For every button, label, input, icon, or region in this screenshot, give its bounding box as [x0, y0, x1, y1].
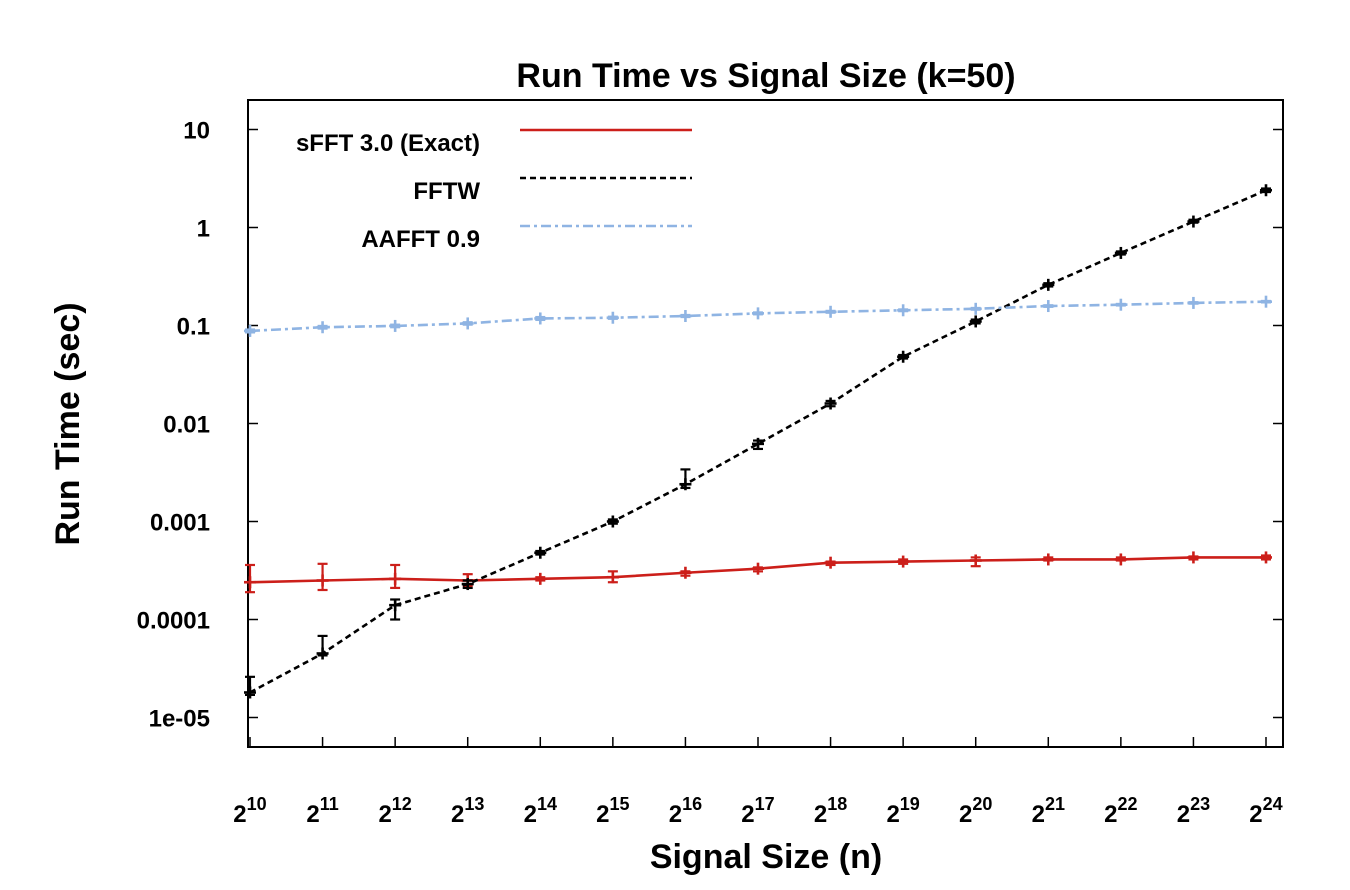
legend-item: AAFFT 0.9	[361, 224, 692, 253]
x-tick-label: 224	[1249, 794, 1282, 828]
data-point	[679, 478, 692, 491]
data-point	[897, 304, 910, 317]
data-point	[969, 302, 982, 315]
data-point	[244, 324, 256, 337]
y-tick-label: 0.1	[177, 314, 210, 341]
data-point	[461, 578, 474, 591]
data-point	[1187, 215, 1200, 228]
legend-item: sFFT 3.0 (Exact)	[296, 128, 692, 157]
legend-label: FFTW	[413, 178, 480, 205]
data-point	[1260, 295, 1272, 308]
x-tick-label: 217	[741, 794, 774, 828]
x-tick-label: 222	[1104, 794, 1137, 828]
legend-label: AAFFT 0.9	[361, 226, 480, 253]
data-point	[752, 562, 764, 575]
x-tick-label: 216	[669, 794, 702, 828]
data-point	[461, 317, 474, 330]
data-point	[679, 566, 692, 579]
data-point	[389, 572, 402, 585]
data-point	[679, 310, 692, 323]
legend-item: FFTW	[413, 176, 692, 205]
x-tick-label: 211	[306, 794, 338, 828]
x-tick-label: 210	[233, 794, 266, 828]
data-point	[969, 315, 982, 328]
data-point	[752, 307, 764, 320]
data-point	[824, 305, 837, 318]
x-tick-label: 218	[814, 794, 847, 828]
y-tick-label: 0.001	[150, 509, 210, 536]
series-3	[244, 295, 1272, 337]
data-point	[244, 686, 256, 699]
y-tick-label: 0.0001	[137, 607, 210, 634]
data-point	[897, 350, 910, 363]
x-axis: 210 211 212 213 214 215 216 217 218 219 220 221 222 2…	[233, 737, 1283, 828]
series-1	[244, 551, 1272, 594]
data-point	[389, 319, 402, 332]
data-point	[1114, 246, 1127, 259]
data-point	[534, 312, 547, 325]
data-point	[1187, 551, 1200, 564]
data-point	[1187, 296, 1200, 309]
data-point	[606, 571, 619, 584]
series-layer	[244, 184, 1272, 699]
data-point	[1042, 278, 1055, 291]
data-point	[969, 554, 982, 567]
x-tick-label: 220	[959, 794, 992, 828]
y-tick-label: 1e-05	[149, 705, 210, 732]
y-tick-label: 10	[183, 118, 210, 145]
data-point	[1114, 298, 1127, 311]
x-tick-label: 212	[378, 794, 411, 828]
data-point	[1260, 551, 1272, 564]
x-tick-label: 219	[886, 794, 919, 828]
data-point	[752, 437, 764, 450]
data-point	[606, 515, 619, 528]
data-point	[1042, 300, 1055, 313]
x-tick-label: 221	[1032, 794, 1065, 828]
x-tick-label: 215	[596, 794, 629, 828]
legend: sFFT 3.0 (Exact) FFTW AAFFT 0.9	[296, 128, 692, 253]
data-point	[1042, 553, 1055, 566]
plot-frame	[247, 99, 1284, 748]
series-line	[249, 189, 1267, 694]
data-point	[534, 546, 547, 559]
data-point	[316, 574, 329, 587]
x-tick-label: 213	[451, 794, 484, 828]
x-axis-label: Signal Size (n)	[650, 838, 882, 876]
y-tick-label: 1	[197, 216, 210, 243]
x-tick-label: 223	[1177, 794, 1210, 828]
data-point	[1114, 553, 1127, 566]
y-axis-label: Run Time (sec)	[49, 302, 87, 545]
y-tick-label: 0.01	[163, 412, 210, 439]
data-point	[824, 556, 837, 569]
data-point	[1260, 184, 1272, 197]
legend-label: sFFT 3.0 (Exact)	[296, 130, 480, 157]
data-point	[897, 555, 910, 568]
data-point	[316, 647, 329, 660]
data-point	[389, 599, 402, 612]
data-point	[316, 321, 329, 334]
series-2	[244, 184, 1272, 699]
x-tick-label: 214	[524, 794, 557, 828]
data-point	[606, 311, 619, 324]
data-point	[824, 397, 837, 410]
data-point	[534, 572, 547, 585]
chart-title: Run Time vs Signal Size (k=50)	[516, 57, 1015, 95]
y-axis: 1e-05 0.0001 0.001 0.01 0.1 1 10	[137, 118, 1283, 732]
data-point	[244, 576, 256, 589]
